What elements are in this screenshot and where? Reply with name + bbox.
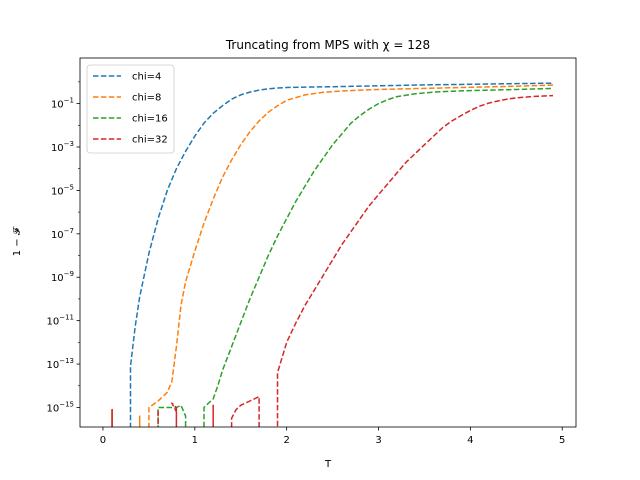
y-axis-label: 1 − 𝓕: [12, 226, 23, 256]
x-axis-label: T: [324, 459, 332, 470]
legend: chi=4 chi=8 chi=16 chi=32: [86, 64, 175, 154]
series-line-2: [111, 84, 554, 427]
y-tick-label: 10−11: [46, 314, 74, 328]
series-lines: [111, 82, 554, 427]
legend-label-3: chi=16: [132, 114, 168, 125]
x-tick-label: 5: [559, 435, 565, 446]
chart-title: Truncating from MPS with χ = 128: [225, 38, 430, 52]
legend-label-2: chi=8: [132, 93, 161, 104]
x-tick-label: 0: [100, 435, 106, 446]
y-tick-label: 10−5: [51, 183, 74, 197]
legend-label-1: chi=4: [132, 72, 161, 83]
legend-frame: [86, 64, 175, 154]
y-axis-ticks: 10−1 10−3 10−5 10−7 10−9 10−11 10−13 10−15: [46, 81, 80, 414]
y-tick-label: 10−13: [46, 357, 74, 371]
x-tick-label: 4: [467, 435, 473, 446]
x-tick-label: 1: [192, 435, 198, 446]
legend-label-4: chi=32: [132, 135, 168, 146]
x-tick-label: 3: [375, 435, 381, 446]
y-tick-label: 10−7: [51, 227, 74, 241]
y-tick-label: 10−3: [51, 140, 74, 154]
y-tick-label: 10−15: [46, 400, 74, 414]
legend-entries: chi=4 chi=8 chi=16 chi=32: [93, 72, 168, 146]
x-axis-ticks: 0 1 2 3 4 5: [100, 427, 565, 446]
y-tick-label: 10−1: [51, 97, 74, 111]
series-line-4: [111, 94, 554, 427]
plot-frame: [79, 57, 577, 428]
x-tick-label: 2: [283, 435, 289, 446]
y-tick-label: 10−9: [51, 270, 74, 284]
series-line-3: [157, 87, 554, 427]
